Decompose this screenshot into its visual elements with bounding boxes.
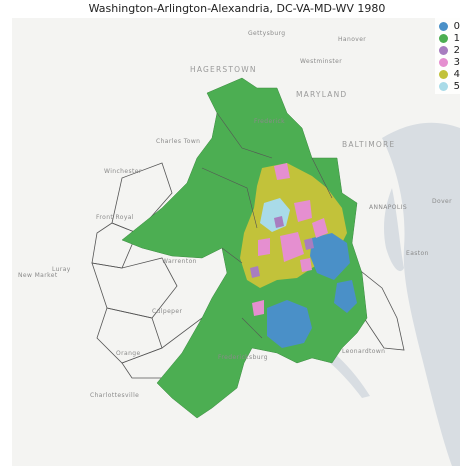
label-charlottesville: Charlottesville <box>90 392 140 399</box>
label-leonardtown: Leonardtown <box>342 348 386 355</box>
label-westminster: Westminster <box>300 58 343 65</box>
legend-label: 2 <box>453 44 460 56</box>
chesapeake-bay <box>382 122 460 466</box>
legend-swatch <box>438 45 448 55</box>
map-area[interactable]: HAGERSTOWN MARYLAND BALTIMORE ANNAPOLIS … <box>12 18 460 466</box>
legend-item: 2 <box>438 44 460 56</box>
label-luray: Luray <box>52 266 71 273</box>
label-baltimore: BALTIMORE <box>342 140 396 149</box>
label-hanover: Hanover <box>338 36 367 43</box>
label-easton: Easton <box>406 250 429 257</box>
label-maryland: MARYLAND <box>296 90 348 99</box>
legend-swatch <box>438 33 448 43</box>
map-canvas[interactable] <box>12 18 460 466</box>
label-gettysburg: Gettysburg <box>248 30 286 37</box>
legend-item: 0 <box>438 20 460 32</box>
legend-item: 4 <box>438 68 460 80</box>
label-front-royal: Front Royal <box>96 214 134 221</box>
label-frederick: Frederick <box>254 118 286 125</box>
region-cluster-0b <box>267 300 312 348</box>
legend-swatch <box>438 69 448 79</box>
region-cluster-2 <box>250 216 314 278</box>
map-title: Washington-Arlington-Alexandria, DC-VA-M… <box>88 2 386 15</box>
label-new-market: New Market <box>18 272 58 279</box>
region-cluster-0c <box>334 280 357 313</box>
legend-item: 3 <box>438 56 460 68</box>
legend-label: 3 <box>453 56 460 68</box>
label-orange: Orange <box>116 350 141 357</box>
legend-item: 5 <box>438 80 460 92</box>
legend-item: 1 <box>438 32 460 44</box>
legend-swatch <box>438 57 448 67</box>
label-culpeper: Culpeper <box>152 308 183 315</box>
label-warrenton: Warrenton <box>162 258 197 265</box>
label-charles-town: Charles Town <box>156 138 201 145</box>
legend-label: 5 <box>453 80 460 92</box>
bay-inlet <box>384 188 404 272</box>
legend-swatch <box>438 81 448 91</box>
legend-label: 1 <box>453 32 460 44</box>
legend-label: 0 <box>453 20 460 32</box>
label-dover: Dover <box>432 198 452 205</box>
label-hagerstown: HAGERSTOWN <box>190 65 257 74</box>
interior-lines <box>201 112 333 339</box>
label-annapolis: ANNAPOLIS <box>369 204 408 211</box>
legend-label: 4 <box>453 68 460 80</box>
region-cluster-3 <box>252 163 328 316</box>
label-fredericksburg: Fredericksburg <box>218 354 268 361</box>
label-winchester: Winchester <box>104 168 142 175</box>
legend-swatch <box>438 21 448 31</box>
region-cluster-0a <box>310 233 350 280</box>
